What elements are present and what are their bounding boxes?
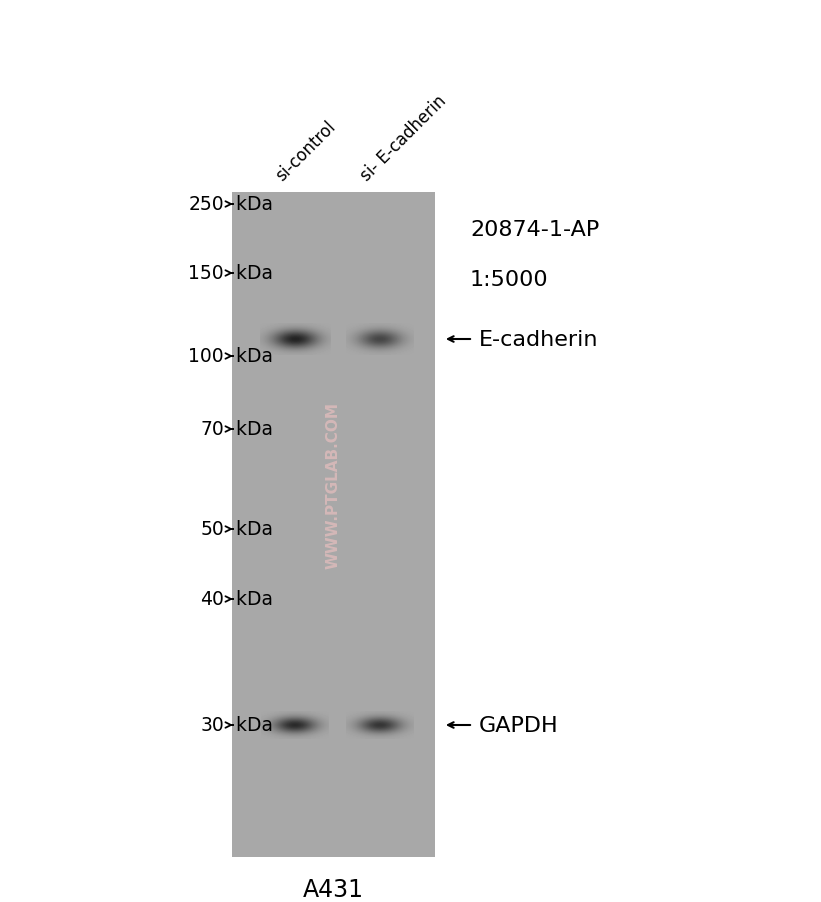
Text: 40: 40 bbox=[200, 590, 224, 609]
Text: kDa: kDa bbox=[224, 196, 273, 215]
Text: 250: 250 bbox=[188, 196, 224, 215]
Text: si-control: si-control bbox=[273, 118, 339, 185]
Text: WWW.PTGLAB.COM: WWW.PTGLAB.COM bbox=[326, 401, 341, 568]
Text: 100: 100 bbox=[188, 347, 224, 366]
Text: kDa: kDa bbox=[224, 420, 273, 439]
Bar bbox=[232, 193, 435, 857]
Text: 150: 150 bbox=[188, 264, 224, 283]
Text: kDa: kDa bbox=[224, 264, 273, 283]
Text: 50: 50 bbox=[200, 520, 224, 538]
Text: E-cadherin: E-cadherin bbox=[479, 329, 599, 350]
Text: A431: A431 bbox=[302, 877, 364, 901]
Text: kDa: kDa bbox=[224, 590, 273, 609]
Text: 70: 70 bbox=[200, 420, 224, 439]
Text: si- E-cadherin: si- E-cadherin bbox=[357, 92, 450, 185]
Text: kDa: kDa bbox=[224, 347, 273, 366]
Text: GAPDH: GAPDH bbox=[479, 715, 558, 735]
Text: kDa: kDa bbox=[224, 715, 273, 735]
Text: kDa: kDa bbox=[224, 520, 273, 538]
Text: 20874-1-AP: 20874-1-AP bbox=[470, 220, 599, 240]
Text: 30: 30 bbox=[200, 715, 224, 735]
Text: 1:5000: 1:5000 bbox=[470, 270, 548, 290]
